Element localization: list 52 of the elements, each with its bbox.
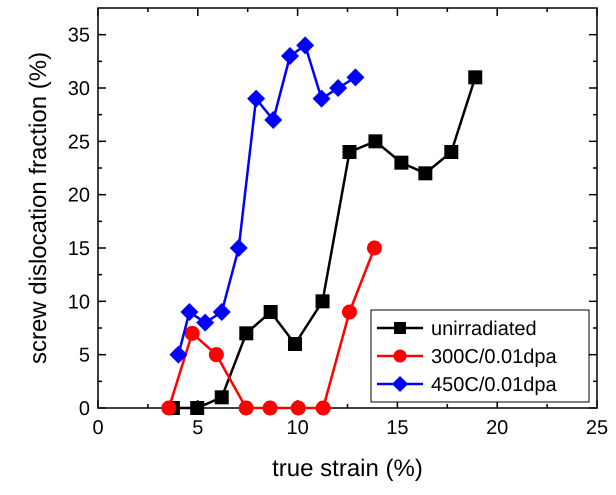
x-tick-label: 5: [192, 417, 204, 439]
point: [239, 326, 254, 340]
point: [180, 303, 198, 321]
point: [288, 337, 302, 351]
point: [161, 400, 176, 416]
point: [366, 240, 382, 256]
point: [342, 304, 357, 320]
point: [208, 347, 224, 362]
x-tick-label: 15: [386, 417, 409, 439]
y-tick-label: 10: [68, 291, 90, 314]
point: [444, 145, 458, 159]
point: [264, 305, 278, 319]
point: [230, 239, 248, 257]
point: [247, 90, 266, 108]
point: [212, 303, 231, 321]
x-tick-label: 10: [286, 417, 309, 439]
point: [468, 70, 482, 84]
point: [316, 294, 330, 308]
legend-label: unirradiated: [431, 318, 537, 340]
point: [262, 400, 278, 416]
point: [184, 326, 200, 341]
y-tick-label: 15: [68, 238, 90, 260]
point: [368, 134, 382, 148]
point: [238, 400, 254, 416]
point: [281, 47, 300, 65]
point: [214, 390, 229, 404]
point: [196, 314, 214, 332]
point: [169, 346, 188, 364]
x-tick-label: 25: [586, 417, 608, 439]
point: [290, 400, 306, 416]
y-tick-label: 0: [78, 398, 90, 420]
y-axis-title: screw dislocation fraction (%): [25, 52, 52, 364]
y-tick-label: 35: [68, 24, 90, 47]
point: [296, 36, 314, 54]
point: [394, 156, 408, 170]
point: [264, 111, 282, 129]
point: [316, 400, 331, 416]
y-tick-label: 25: [68, 131, 90, 154]
x-tick-label: 20: [486, 417, 508, 439]
point: [418, 166, 432, 180]
point: [342, 145, 356, 159]
x-tick-label: 0: [92, 417, 104, 439]
y-tick-label: 20: [68, 184, 90, 207]
point: [346, 68, 364, 86]
point: [190, 401, 204, 415]
y-tick-label: 5: [78, 344, 90, 367]
legend-label: 300C/0.01dpa: [431, 346, 558, 368]
legend-label: 450C/0.01dpa: [431, 374, 558, 396]
y-tick-label: 30: [68, 78, 90, 100]
point: [312, 90, 331, 108]
point: [329, 79, 348, 97]
x-axis-title: true strain (%): [272, 455, 423, 482]
